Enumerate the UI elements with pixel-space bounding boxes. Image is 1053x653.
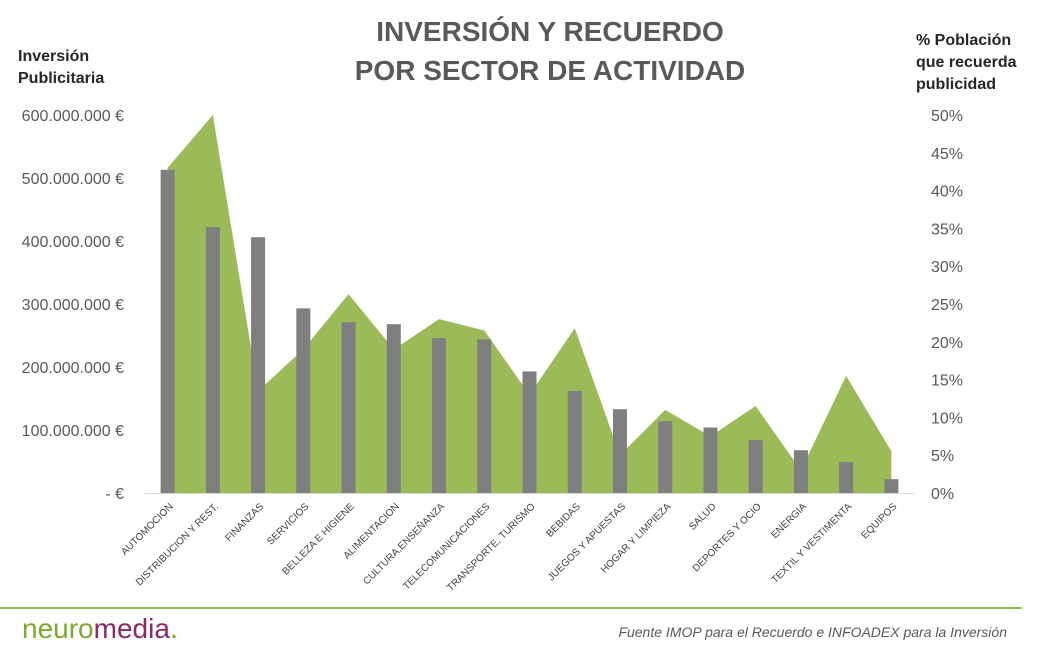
right-axis-title-line2: que recuerda: [916, 54, 1017, 71]
category-label: TEXTIL Y VESTIMENTA: [770, 501, 855, 586]
category-label: SERVICIOS: [265, 501, 311, 547]
chart-title-line2: POR SECTOR DE ACTIVIDAD: [354, 55, 746, 86]
category-label: CULTURA,ENSEÑANZA: [360, 500, 447, 587]
investment-bar: [567, 390, 582, 493]
category-label: JUEGOS Y APUESTAS: [546, 501, 628, 583]
category-label: DISTRIBUCION Y REST.: [134, 501, 221, 588]
investment-bar: [793, 450, 808, 493]
investment-bar: [658, 421, 673, 493]
logo-part2: media: [93, 613, 170, 644]
logo-dot: .: [169, 612, 179, 645]
investment-bar: [748, 440, 763, 493]
left-tick-label: 600.000.000 €: [22, 108, 124, 125]
right-tick-label: 20%: [931, 335, 963, 352]
category-label: TRANSPORTE, TURISMO: [445, 501, 538, 594]
logo-part1: neuro: [22, 613, 94, 644]
investment-bar: [839, 462, 854, 493]
chart-plot: 600.000.000 € 500.000.000 € 400.000.000 € 3…: [22, 108, 963, 594]
investment-bar: [432, 338, 447, 493]
right-tick-label: 5%: [931, 448, 954, 465]
right-tick-label: 0%: [931, 486, 954, 503]
category-label: ENERGIA: [769, 501, 809, 541]
left-tick-label: 300.000.000 €: [22, 297, 124, 314]
chart-title: INVERSIÓN Y RECUERDO POR SECTOR DE ACTIV…: [300, 12, 800, 90]
right-tick-label: 15%: [931, 373, 963, 390]
investment-bar: [477, 339, 492, 493]
right-tick-label: 40%: [931, 184, 963, 201]
right-axis-title: % Población que recuerda publicidad: [916, 30, 1051, 96]
right-tick-label: 10%: [931, 410, 963, 427]
source-note: Fuente IMOP para el Recuerdo e INFOADEX …: [618, 624, 1007, 640]
left-tick-label: - €: [105, 486, 124, 503]
left-tick-label: 500.000.000 €: [22, 171, 124, 188]
neuromedia-logo: neuromedia.: [22, 612, 178, 646]
category-label: SALUD: [687, 501, 718, 532]
right-tick-label: 50%: [931, 108, 963, 125]
right-tick-label: 35%: [931, 221, 963, 238]
right-axis-title-line3: publicidad: [916, 76, 996, 93]
right-tick-label: 30%: [931, 259, 963, 276]
investment-bar: [341, 322, 356, 493]
category-label: EQUIPOS: [859, 501, 899, 541]
investment-bar: [160, 169, 175, 493]
category-label: FINANZAS: [223, 501, 266, 544]
investment-bar: [386, 324, 401, 493]
left-axis-title-line1: Inversión: [18, 48, 90, 65]
investment-bar: [251, 237, 266, 493]
left-axis-title-line2: Publicitaria: [18, 70, 105, 87]
left-tick-label: 100.000.000 €: [22, 423, 124, 440]
left-tick-label: 400.000.000 €: [22, 234, 124, 251]
footer-divider: [0, 607, 1022, 609]
investment-bar: [522, 371, 537, 493]
left-tick-label: 200.000.000 €: [22, 360, 124, 377]
left-axis-title: Inversión Publicitaria: [18, 46, 178, 90]
investment-bar: [296, 308, 311, 493]
chart-title-line1: INVERSIÓN Y RECUERDO: [376, 16, 724, 47]
category-label: TELECOMUNICACIONES: [401, 501, 492, 592]
right-tick-label: 45%: [931, 146, 963, 163]
right-tick-label: 25%: [931, 297, 963, 314]
investment-bar: [884, 479, 899, 493]
right-axis-title-line1: % Población: [916, 32, 1012, 49]
category-label: BEBIDAS: [544, 501, 583, 540]
investment-bar: [205, 227, 220, 493]
investment-bar: [703, 427, 718, 493]
investment-bar: [612, 409, 627, 493]
